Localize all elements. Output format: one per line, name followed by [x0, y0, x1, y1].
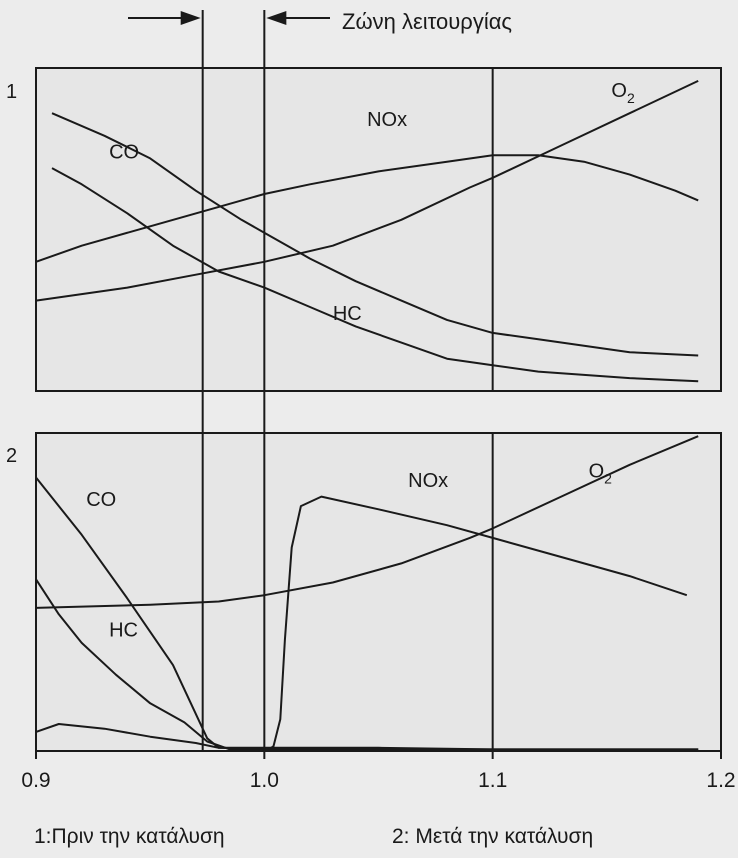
- x-tick-label: 1.0: [250, 769, 279, 792]
- series-line-o2: [35, 79, 699, 302]
- caption-before: 1:Πριν την κατάλυση: [34, 825, 225, 848]
- series-label-nox: NOx: [367, 109, 407, 131]
- caption-after: 2: Μετά την κατάλυση: [392, 825, 593, 848]
- panel-label-2: 2: [6, 445, 17, 467]
- series-label-co: CO: [109, 141, 139, 163]
- x-tick-label: 0.9: [21, 769, 50, 792]
- series-line-nox: [35, 154, 699, 263]
- panel-label-1: 1: [6, 81, 17, 103]
- series-label-nox: NOx: [408, 470, 448, 492]
- x-tick-label: 1.2: [706, 769, 735, 792]
- zone-label: Ζώνη λειτουργίας: [342, 9, 512, 34]
- zone-arrow-right-head: [266, 11, 287, 25]
- x-axis: 0.9 1.0 1.1 1.2: [21, 751, 736, 792]
- series-line-hc: [51, 167, 699, 383]
- series-label-hc: HC: [109, 620, 138, 642]
- series-line-co: [51, 112, 699, 357]
- x-tick-label: 1.1: [478, 769, 507, 792]
- zone-arrow-left-head: [180, 11, 201, 25]
- series-line-nox: [35, 495, 688, 751]
- series-label-hc: HC: [333, 303, 362, 325]
- series-line-o2: [35, 435, 699, 609]
- plot-frame: [35, 432, 722, 752]
- series-line-hc: [35, 578, 699, 751]
- operating-zone: [128, 10, 330, 751]
- series-label-co: CO: [86, 489, 116, 511]
